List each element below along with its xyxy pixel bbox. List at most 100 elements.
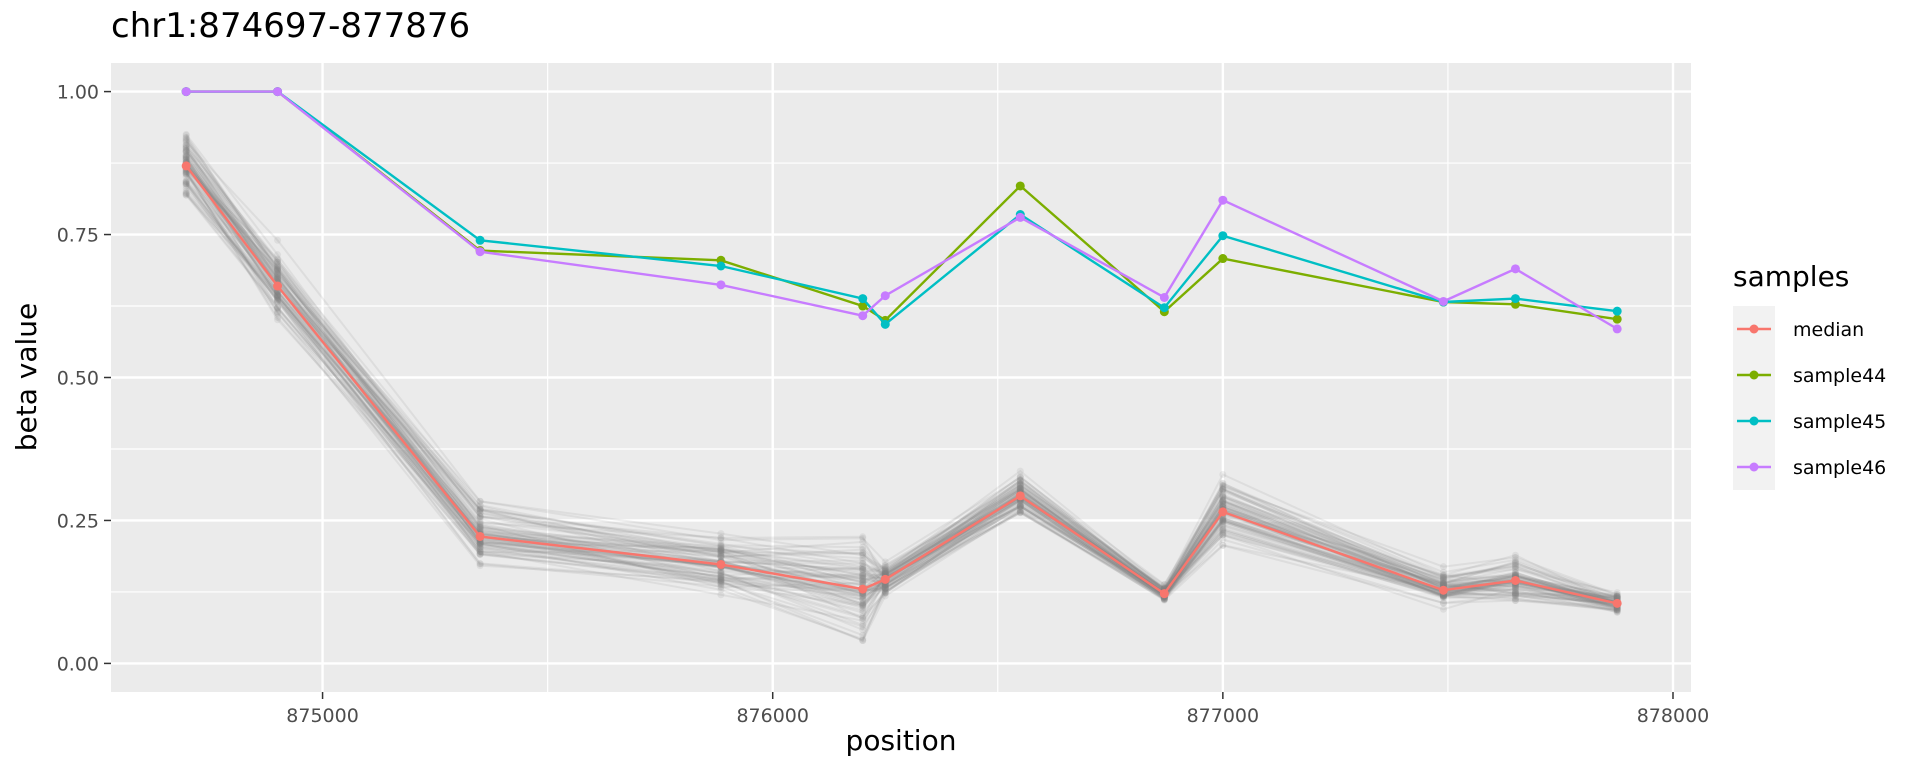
background-sample-point [1439, 580, 1447, 588]
background-sample-point [182, 190, 190, 198]
background-sample-point [1439, 576, 1447, 584]
background-sample-point [1219, 485, 1227, 493]
background-sample-point [274, 298, 282, 306]
background-sample-point [1511, 594, 1519, 602]
background-sample-point [182, 154, 190, 162]
background-sample-point [1439, 579, 1447, 587]
background-sample-point [476, 548, 484, 556]
background-sample-point [182, 191, 190, 199]
background-sample-point [859, 595, 867, 603]
background-sample-point [182, 168, 190, 176]
background-sample-point [1439, 593, 1447, 601]
background-sample-point [859, 609, 867, 617]
background-sample-point [859, 569, 867, 577]
background-sample-point [717, 536, 725, 544]
background-sample-point [476, 502, 484, 510]
background-sample-point [1016, 484, 1024, 492]
series-point-sample44 [1612, 314, 1622, 324]
background-sample-point [476, 543, 484, 551]
background-sample-point [859, 559, 867, 567]
legend-key-point-sample44 [1749, 370, 1759, 380]
background-sample-point [1511, 583, 1519, 591]
background-sample-point [274, 275, 282, 283]
background-sample-point [476, 548, 484, 556]
background-sample-point [274, 293, 282, 301]
background-sample-point [1219, 517, 1227, 525]
legend-key-point-sample45 [1749, 416, 1759, 426]
background-sample-point [1439, 580, 1447, 588]
background-sample-point [717, 541, 725, 549]
background-sample-point [1219, 493, 1227, 501]
background-sample-point [1219, 525, 1227, 533]
background-sample-line [185, 136, 1618, 603]
background-sample-point [476, 505, 484, 513]
background-sample-point [1219, 541, 1227, 549]
background-sample-point [274, 293, 282, 301]
background-sample-point [1439, 599, 1447, 607]
background-sample-point [717, 570, 725, 578]
background-sample-point [182, 156, 190, 164]
series-point-sample45 [716, 261, 726, 271]
background-sample-point [881, 567, 889, 575]
background-sample-point [1016, 507, 1024, 515]
background-sample-point [859, 556, 867, 564]
background-sample-point [1016, 485, 1024, 493]
background-sample-point [1219, 501, 1227, 509]
background-sample-point [274, 267, 282, 275]
background-sample-point [476, 512, 484, 520]
background-sample-point [1219, 500, 1227, 508]
background-sample-point [717, 569, 725, 577]
background-sample-point [274, 305, 282, 313]
background-sample-point [1219, 470, 1227, 478]
background-sample-point [1439, 575, 1447, 583]
background-sample-point [881, 584, 889, 592]
series-point-median [273, 281, 283, 291]
background-sample-point [182, 136, 190, 144]
background-sample-point [1219, 497, 1227, 505]
background-sample-point [1613, 606, 1621, 614]
background-sample-point [274, 274, 282, 282]
background-sample-point [717, 569, 725, 577]
background-sample-point [859, 601, 867, 609]
background-sample-point [1511, 586, 1519, 594]
background-sample-point [1219, 525, 1227, 533]
background-sample-point [274, 236, 282, 244]
background-sample-point [859, 621, 867, 629]
background-sample-point [1511, 562, 1519, 570]
background-sample-point [1511, 565, 1519, 573]
background-sample-point [859, 563, 867, 571]
background-sample-point [881, 583, 889, 591]
background-sample-point [182, 137, 190, 145]
background-sample-point [476, 525, 484, 533]
background-sample-point [859, 571, 867, 579]
background-sample-line [185, 150, 1618, 606]
background-sample-point [1439, 578, 1447, 586]
background-sample-point [1016, 482, 1024, 490]
background-sample-point [182, 155, 190, 163]
background-sample-point [476, 560, 484, 568]
background-sample-point [274, 262, 282, 270]
background-sample-point [182, 169, 190, 177]
background-sample-point [859, 591, 867, 599]
background-sample-point [274, 304, 282, 312]
background-sample-point [859, 554, 867, 562]
background-sample-point [1613, 607, 1621, 615]
background-sample-point [717, 545, 725, 553]
background-sample-point [182, 170, 190, 178]
background-sample-point [881, 568, 889, 576]
background-sample-point [859, 534, 867, 542]
background-sample-point [274, 272, 282, 280]
background-sample-point [182, 178, 190, 186]
background-sample-point [1016, 508, 1024, 516]
background-sample-point [274, 313, 282, 321]
background-sample-point [717, 550, 725, 558]
background-sample-point [717, 530, 725, 538]
background-sample-point [182, 180, 190, 188]
background-sample-point [859, 565, 867, 573]
background-sample-point [859, 550, 867, 558]
background-sample-line [185, 157, 1618, 607]
background-sample-point [717, 546, 725, 554]
background-sample-point [859, 538, 867, 546]
background-sample-point [717, 575, 725, 583]
background-sample-point [1016, 507, 1024, 515]
